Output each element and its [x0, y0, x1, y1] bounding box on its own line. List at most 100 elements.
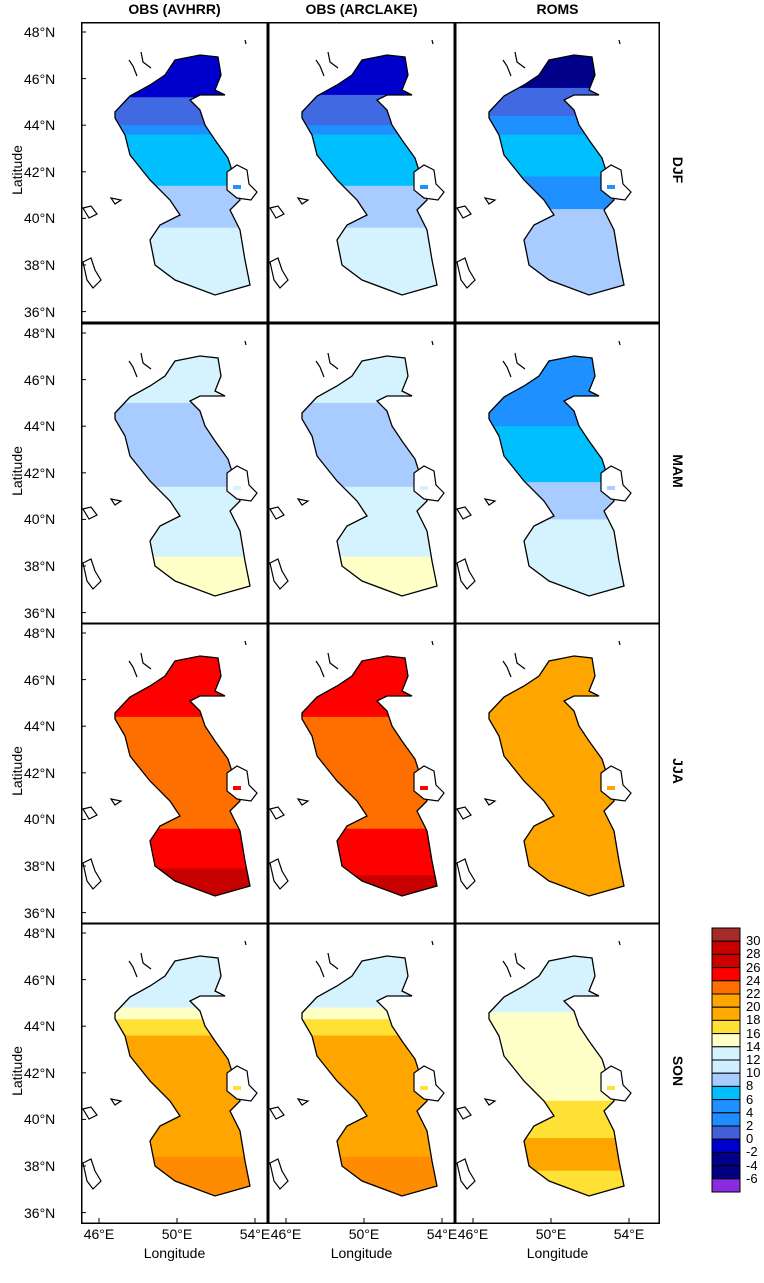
y-tick-label: 42°N: [24, 764, 56, 781]
sst-band: [302, 356, 437, 404]
x-tick-label: 54°E: [239, 1226, 271, 1242]
island-outline: [296, 798, 310, 806]
colorbar-label: 12: [746, 1052, 761, 1067]
map-panel-jja-3: [455, 623, 660, 924]
colorbar-swatch: [711, 1138, 741, 1153]
island-outline: [128, 960, 138, 978]
island-outline: [244, 640, 247, 646]
island-outline: [502, 660, 512, 678]
lake-patch: [233, 786, 241, 790]
island-outline: [327, 652, 339, 670]
sst-band: [115, 1156, 250, 1196]
island-outline: [82, 205, 98, 219]
y-tick-label: 40°N: [24, 1111, 56, 1128]
row-label-jja: JJA: [670, 758, 686, 784]
map-panel-mam-1: [81, 323, 268, 624]
column-title: OBS (AVHRR): [128, 1, 221, 17]
y-tick-label: 46°N: [24, 70, 56, 87]
y-tick-label: 46°N: [24, 371, 56, 388]
colorbar-swatch: [711, 1112, 741, 1127]
island-outline: [327, 952, 339, 970]
colorbar-label: -6: [746, 1170, 758, 1186]
island-outline: [327, 51, 339, 69]
x-tick-label: 50°E: [348, 1226, 380, 1242]
sst-band: [302, 556, 437, 596]
sst-band: [115, 227, 250, 295]
y-tick-label: 46°N: [24, 971, 56, 988]
y-tick-label: 38°N: [24, 1158, 56, 1174]
sst-band: [302, 55, 437, 96]
island-outline: [128, 59, 138, 77]
y-tick-label: 48°N: [24, 925, 56, 941]
island-outline: [315, 660, 325, 678]
island-outline: [296, 498, 310, 506]
kara-bogaz-gol-lake: [413, 765, 445, 802]
island-outline: [456, 205, 472, 219]
sst-band: [489, 1100, 624, 1139]
colorbar-label: 18: [746, 1012, 761, 1028]
colorbar-swatch: [711, 940, 741, 955]
sst-band: [115, 656, 250, 718]
island-outline: [269, 506, 285, 520]
island-outline: [514, 51, 526, 69]
island-outline: [269, 858, 289, 890]
y-tick-label: 44°N: [24, 718, 56, 735]
sst-band: [489, 115, 624, 136]
lake-patch: [233, 486, 241, 490]
island-outline: [269, 806, 285, 820]
sst-band: [115, 556, 250, 596]
island-outline: [327, 352, 339, 370]
island-outline: [269, 1158, 289, 1190]
colorbar-swatch: [711, 980, 741, 995]
colorbar-label: 8: [746, 1078, 754, 1094]
sst-band: [489, 134, 624, 177]
y-tick-label: 36°N: [24, 604, 56, 621]
kara-bogaz-gol-lake: [413, 465, 445, 502]
colorbar-label: 14: [746, 1038, 761, 1054]
lake-patch: [233, 185, 241, 189]
sst-band: [489, 1012, 624, 1102]
kara-bogaz-gol-lake: [600, 1065, 632, 1102]
island-outline: [315, 59, 325, 77]
kara-bogaz-gol-lake: [600, 465, 632, 502]
sst-band: [302, 656, 437, 718]
colorbar-swatch: [711, 967, 741, 982]
kara-bogaz-gol-lake: [600, 164, 632, 201]
y-tick-label: 44°N: [24, 418, 56, 435]
island-outline: [456, 858, 476, 890]
colorbar-swatch: [711, 1046, 741, 1061]
sst-band: [302, 875, 437, 896]
sst-band: [115, 868, 250, 896]
colorbar-swatch: [711, 1151, 741, 1167]
colorbar-label: 0: [746, 1131, 754, 1147]
island-outline: [456, 806, 472, 820]
lake-patch: [420, 786, 428, 790]
y-tick-label: 44°N: [24, 117, 56, 134]
island-outline: [502, 59, 512, 77]
colorbar-swatch: [711, 993, 741, 1008]
sst-band: [489, 426, 624, 483]
colorbar-label: 10: [746, 1065, 761, 1081]
sst-band: [115, 55, 250, 98]
island-outline: [618, 340, 621, 346]
lake-patch: [420, 185, 428, 189]
x-axis-label: Longitude: [330, 1245, 393, 1261]
sst-band: [302, 1019, 437, 1037]
sst-band: [489, 656, 624, 896]
colorbar-label: 2: [746, 1118, 754, 1133]
sst-band: [115, 125, 250, 136]
row-label-mam: MAM: [670, 454, 686, 488]
lake-patch: [420, 1086, 428, 1090]
island-outline: [269, 1106, 285, 1120]
sst-band: [302, 125, 437, 136]
kara-bogaz-gol-lake: [600, 765, 632, 802]
colorbar-swatch: [711, 1019, 741, 1035]
x-tick-label: 54°E: [426, 1226, 458, 1242]
island-outline: [109, 197, 123, 205]
island-outline: [296, 1098, 310, 1106]
island-outline: [431, 39, 434, 45]
island-outline: [483, 798, 497, 806]
island-outline: [483, 1098, 497, 1106]
colorbar-label: 4: [746, 1104, 754, 1120]
